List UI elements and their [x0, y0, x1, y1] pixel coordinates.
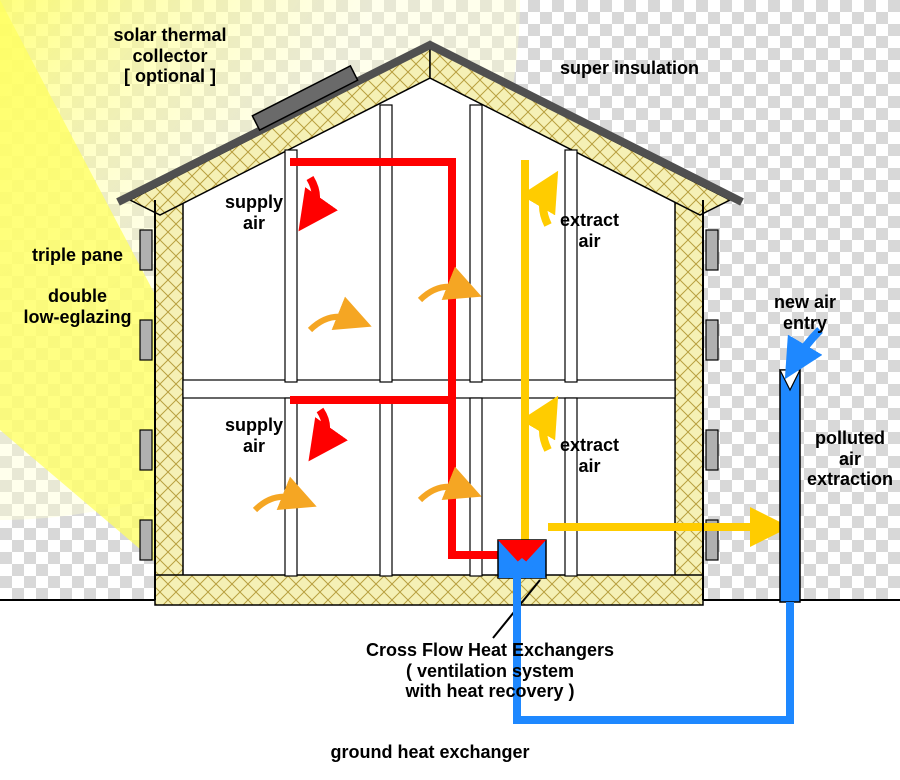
- heat-exchanger-icon: [498, 540, 546, 578]
- fresh-air-intake: [780, 370, 800, 602]
- label-extract-lower: extract air: [560, 435, 619, 476]
- label-supply-lower: supply air: [225, 415, 283, 456]
- label-ground-heat: ground heat exchanger: [300, 742, 560, 763]
- label-polluted: polluted air extraction: [805, 428, 895, 490]
- label-heat-exchanger: Cross Flow Heat Exchangers ( ventilation…: [330, 640, 650, 702]
- label-extract-upper: extract air: [560, 210, 619, 251]
- label-solar-collector: solar thermal collector [ optional ]: [90, 25, 250, 87]
- label-new-air: new air entry: [760, 292, 850, 333]
- label-supply-upper: supply air: [225, 192, 283, 233]
- label-triple-pane: triple pane double low-eglazing: [10, 245, 145, 328]
- label-super-insulation: super insulation: [560, 58, 699, 79]
